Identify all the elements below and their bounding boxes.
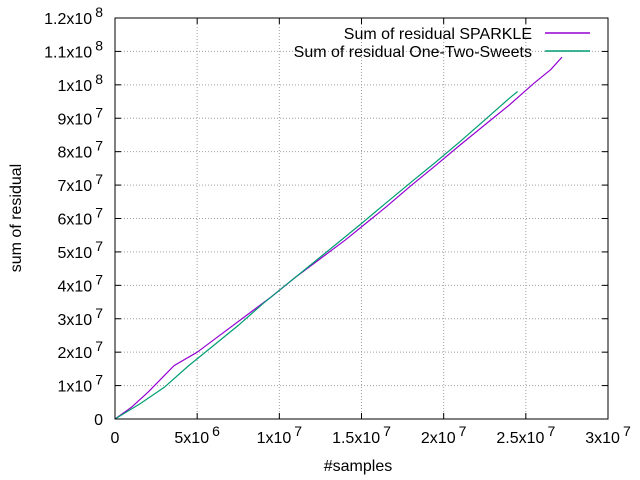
x-tick-label-base: 1.5x10 bbox=[332, 430, 380, 447]
y-tick-label-exponent: 7 bbox=[95, 238, 103, 254]
y-tick-label-base: 7x10 bbox=[58, 178, 93, 195]
y-tick-label-exponent: 7 bbox=[95, 271, 103, 287]
x-tick-label: 2.5x10 7 bbox=[496, 423, 555, 447]
y-tick-label-base: 8x10 bbox=[58, 145, 93, 162]
x-tick-label-base: 1x10 bbox=[257, 430, 292, 447]
x-tick-label-exponent: 7 bbox=[623, 423, 631, 439]
y-tick-label: 5x10 7 bbox=[58, 238, 104, 262]
x-tick-label-exponent: 7 bbox=[383, 423, 391, 439]
y-tick-label-base: 0 bbox=[94, 412, 103, 429]
y-axis-label: sum of residual bbox=[8, 164, 25, 273]
y-tick-label-base: 2x10 bbox=[58, 345, 93, 362]
series-layer bbox=[114, 56, 563, 420]
x-tick-label: 1.5x10 7 bbox=[332, 423, 391, 447]
x-tick-label: 3x10 7 bbox=[585, 423, 631, 447]
x-tick-label-exponent: 6 bbox=[212, 423, 220, 439]
x-tick-label: 2x10 7 bbox=[421, 423, 467, 447]
x-tick-label-base: 2x10 bbox=[421, 430, 456, 447]
series-line-0 bbox=[114, 56, 563, 420]
y-tick-label-exponent: 7 bbox=[95, 205, 103, 221]
y-tick-label: 6x10 7 bbox=[58, 205, 104, 229]
y-tick-label-exponent: 7 bbox=[95, 372, 103, 388]
x-tick-label-base: 5x10 bbox=[174, 430, 209, 447]
y-tick-label-base: 5x10 bbox=[58, 245, 93, 262]
y-tick-label: 1.2x10 8 bbox=[44, 4, 103, 28]
y-tick-label-exponent: 7 bbox=[95, 338, 103, 354]
y-tick-label: 8x10 7 bbox=[58, 138, 104, 162]
y-tick-label-base: 1x10 bbox=[58, 379, 93, 396]
y-tick-label: 2x10 7 bbox=[58, 338, 104, 362]
y-tick-label: 1x10 8 bbox=[58, 71, 104, 95]
y-tick-label-base: 1x10 bbox=[58, 78, 93, 95]
x-axis-label: #samples bbox=[324, 458, 392, 475]
x-tick-label-exponent: 7 bbox=[547, 423, 555, 439]
series-line-1 bbox=[114, 91, 518, 420]
plot-border bbox=[114, 17, 609, 420]
x-tick-label-base: 2.5x10 bbox=[496, 430, 544, 447]
y-tick-label: 7x10 7 bbox=[58, 171, 104, 195]
y-tick-label-base: 3x10 bbox=[58, 312, 93, 329]
legend-label-0: Sum of residual SPARKLE bbox=[344, 26, 532, 43]
y-tick-label: 4x10 7 bbox=[58, 271, 104, 295]
y-tick-label-base: 1.1x10 bbox=[44, 44, 92, 61]
y-tick-label-base: 9x10 bbox=[58, 111, 93, 128]
y-tick-label-exponent: 8 bbox=[95, 4, 103, 20]
y-tick-label: 3x10 7 bbox=[58, 305, 104, 329]
x-tick-label: 0 bbox=[111, 430, 120, 447]
y-tick-label-exponent: 8 bbox=[95, 71, 103, 87]
x-tick-label-base: 3x10 bbox=[585, 430, 620, 447]
y-tick-label-base: 4x10 bbox=[58, 278, 93, 295]
x-tick-label-exponent: 7 bbox=[294, 423, 302, 439]
y-tick-label: 0 bbox=[94, 412, 103, 429]
y-tick-label-exponent: 7 bbox=[95, 104, 103, 120]
y-tick-label: 1x10 7 bbox=[58, 372, 104, 396]
x-tick-label-exponent: 7 bbox=[459, 423, 467, 439]
y-tick-label: 9x10 7 bbox=[58, 104, 104, 128]
y-tick-label-exponent: 8 bbox=[95, 37, 103, 53]
legend-label-1: Sum of residual One-Two-Sweets bbox=[294, 44, 532, 61]
tick-labels: 0 5x10 6 1x10 7 1.5x10 7 2x10 7 2.5x10 7 3x10 701x10… bbox=[44, 4, 631, 447]
y-tick-label-exponent: 7 bbox=[95, 305, 103, 321]
y-tick-label-exponent: 7 bbox=[95, 171, 103, 187]
grid bbox=[115, 18, 608, 419]
x-tick-label: 5x10 6 bbox=[174, 423, 220, 447]
y-tick-label-base: 6x10 bbox=[58, 212, 93, 229]
y-tick-label-exponent: 7 bbox=[95, 138, 103, 154]
y-tick-label-base: 1.2x10 bbox=[44, 11, 92, 28]
x-tick-label: 1x10 7 bbox=[257, 423, 303, 447]
x-tick-label-base: 0 bbox=[111, 430, 120, 447]
y-tick-label: 1.1x10 8 bbox=[44, 37, 103, 61]
